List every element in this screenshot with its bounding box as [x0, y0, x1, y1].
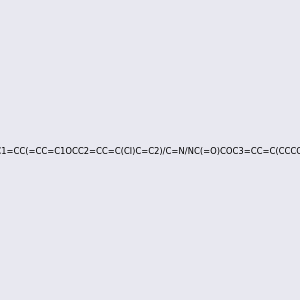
Text: CCOC1=CC(=CC=C1OCC2=CC=C(Cl)C=C2)/C=N/NC(=O)COC3=CC=C(CCCC)C=C3: CCOC1=CC(=CC=C1OCC2=CC=C(Cl)C=C2)/C=N/NC… [0, 147, 300, 156]
